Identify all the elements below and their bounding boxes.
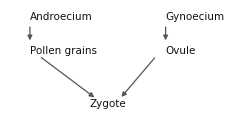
- Text: Zygote: Zygote: [89, 99, 126, 109]
- Text: Pollen grains: Pollen grains: [30, 46, 96, 56]
- Text: Gynoecium: Gynoecium: [165, 12, 224, 21]
- Text: Androecium: Androecium: [30, 12, 92, 21]
- Text: Ovule: Ovule: [165, 46, 195, 56]
